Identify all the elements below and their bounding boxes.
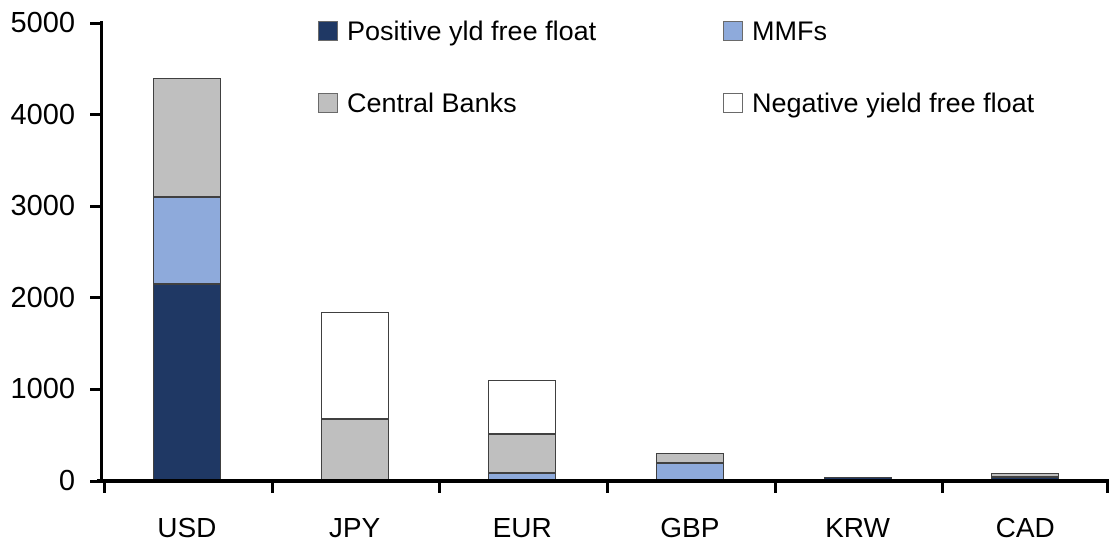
y-tick-label: 5000	[10, 7, 75, 39]
y-tick	[90, 21, 103, 25]
legend-label-positive-yld-free-float: Positive yld free float	[347, 16, 597, 46]
x-tick-label: USD	[157, 512, 217, 543]
x-tick-label: EUR	[492, 512, 552, 543]
y-tick	[90, 296, 103, 300]
y-tick-label: 4000	[10, 98, 75, 131]
x-tick-label: JPY	[328, 512, 381, 543]
legend-swatch-positive-yld-free-float	[318, 21, 338, 41]
legend-item-mmfs: MMFs	[723, 13, 827, 49]
x-axis-line	[97, 479, 1109, 483]
y-tick	[90, 204, 103, 208]
y-tick	[90, 387, 103, 391]
bar-segment	[991, 473, 1060, 478]
x-tick	[773, 479, 777, 493]
bar-segment	[488, 379, 557, 434]
x-tick	[270, 479, 274, 493]
x-tick	[438, 479, 442, 493]
legend-item-negative-yield-free-float: Negative yield free float	[723, 85, 1034, 121]
legend-item-positive-yld-free-float: Positive yld free float	[318, 13, 596, 49]
bar-segment	[488, 433, 557, 473]
bar-segment	[152, 77, 221, 198]
legend-swatch-negative-yield-free-float	[723, 93, 743, 113]
y-tick	[90, 113, 103, 117]
y-tick-label: 2000	[10, 281, 75, 314]
bar-segment	[152, 284, 221, 481]
legend-label-central-banks: Central Banks	[347, 88, 517, 118]
legend-label-negative-yield-free-float: Negative yield free float	[752, 88, 1035, 118]
legend-label-mmfs: MMFs	[752, 16, 827, 46]
x-tick	[103, 479, 106, 493]
x-tick-label: KRW	[825, 512, 890, 543]
x-tick	[1106, 479, 1109, 493]
legend-swatch-central-banks	[318, 93, 338, 113]
y-tick-label: 0	[58, 465, 75, 497]
bar-segment	[655, 452, 724, 463]
y-tick-label: 3000	[10, 190, 75, 223]
y-tick-label: 1000	[10, 373, 75, 406]
y-axis-line	[100, 21, 103, 483]
x-tick-label: GBP	[660, 512, 720, 543]
x-tick	[606, 479, 609, 493]
bar-segment	[320, 312, 389, 419]
bar-segment	[152, 197, 221, 285]
x-tick	[941, 479, 945, 493]
bar-segment	[320, 418, 389, 481]
legend-swatch-mmfs	[723, 21, 743, 41]
y-tick	[90, 479, 103, 483]
legend-item-central-banks: Central Banks	[318, 85, 517, 121]
x-tick-label: CAD	[995, 512, 1055, 543]
